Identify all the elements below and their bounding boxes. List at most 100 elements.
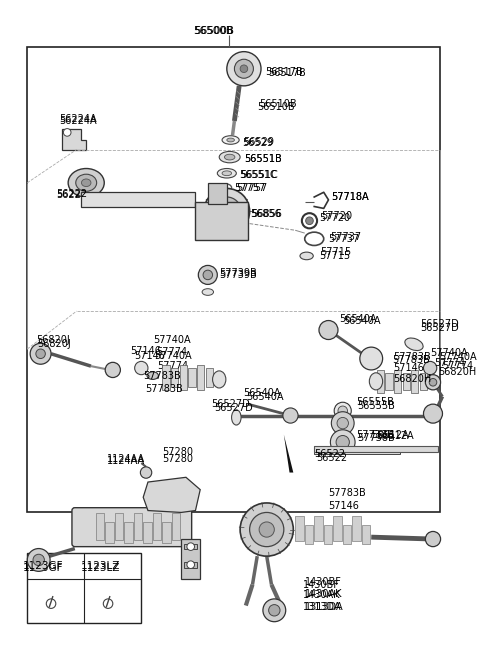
Text: 57715: 57715	[319, 251, 350, 261]
Text: 57774: 57774	[156, 347, 188, 357]
Bar	[295, 516, 304, 541]
Circle shape	[334, 403, 351, 419]
Text: 1430AK: 1430AK	[303, 590, 340, 600]
Text: 57737: 57737	[328, 234, 360, 244]
Text: 1313DA: 1313DA	[303, 602, 341, 613]
Ellipse shape	[222, 171, 231, 176]
Text: 56527D: 56527D	[420, 319, 459, 329]
Bar	[188, 368, 196, 387]
Circle shape	[330, 430, 355, 455]
Text: 57783B: 57783B	[328, 488, 366, 498]
Circle shape	[187, 561, 194, 568]
Bar	[153, 514, 161, 540]
Bar	[105, 522, 114, 543]
Bar	[314, 516, 323, 541]
Bar	[208, 182, 227, 204]
Circle shape	[425, 375, 441, 390]
Text: 57757: 57757	[234, 184, 265, 194]
FancyBboxPatch shape	[72, 508, 192, 547]
Text: 56551B: 56551B	[244, 154, 282, 164]
Bar	[197, 365, 204, 390]
Text: 57146: 57146	[130, 346, 161, 356]
Text: 57774: 57774	[434, 358, 465, 368]
Text: 57739B: 57739B	[219, 270, 257, 280]
Circle shape	[269, 605, 280, 616]
Ellipse shape	[405, 338, 423, 350]
Text: 56540A: 56540A	[339, 313, 376, 324]
Polygon shape	[284, 434, 293, 473]
Text: 56540A: 56540A	[343, 315, 380, 325]
Circle shape	[213, 197, 241, 225]
Text: 56522: 56522	[316, 453, 347, 463]
Circle shape	[337, 418, 348, 429]
Text: 1123GF: 1123GF	[23, 563, 64, 572]
Text: 57783B: 57783B	[143, 371, 181, 381]
Text: 56856: 56856	[251, 209, 281, 219]
Text: 1123LZ: 1123LZ	[81, 563, 120, 572]
Bar	[420, 373, 427, 390]
Circle shape	[240, 65, 248, 73]
Text: 56510B: 56510B	[257, 102, 295, 112]
Text: 56522: 56522	[314, 449, 345, 459]
Text: 57720: 57720	[319, 213, 350, 223]
Circle shape	[259, 522, 275, 537]
Ellipse shape	[82, 179, 91, 186]
Ellipse shape	[76, 175, 96, 191]
Text: 1313DA: 1313DA	[305, 602, 343, 613]
Text: 56820J: 56820J	[36, 334, 70, 344]
Ellipse shape	[227, 138, 234, 142]
Bar	[184, 562, 197, 568]
Bar	[403, 373, 410, 390]
Circle shape	[234, 59, 253, 78]
Text: 57718A: 57718A	[331, 192, 369, 202]
Text: 57146: 57146	[134, 351, 165, 361]
Text: 56224A: 56224A	[60, 114, 97, 124]
Text: 56222: 56222	[56, 190, 87, 200]
Ellipse shape	[300, 252, 313, 260]
Bar	[343, 525, 351, 544]
Circle shape	[360, 347, 383, 370]
Bar	[206, 368, 213, 387]
Circle shape	[423, 404, 443, 423]
Circle shape	[331, 412, 354, 434]
Text: 56551B: 56551B	[244, 154, 282, 164]
Text: 56517B: 56517B	[265, 67, 302, 77]
Bar	[143, 522, 152, 543]
Text: 57738B: 57738B	[356, 430, 394, 440]
Text: 56551C: 56551C	[240, 170, 278, 180]
Text: 56529: 56529	[243, 137, 274, 147]
Text: 56224A: 56224A	[60, 116, 97, 126]
Ellipse shape	[222, 136, 239, 144]
Text: 56527D: 56527D	[212, 399, 251, 409]
Polygon shape	[62, 129, 86, 149]
Text: 1430AK: 1430AK	[305, 589, 342, 599]
Text: 56222: 56222	[56, 189, 87, 199]
Circle shape	[105, 362, 120, 377]
Circle shape	[198, 266, 217, 284]
Text: 57146: 57146	[328, 501, 360, 511]
Text: 57740A: 57740A	[440, 352, 477, 362]
Ellipse shape	[217, 169, 236, 178]
Text: 56527D: 56527D	[420, 323, 459, 333]
Bar	[27, 553, 141, 623]
Text: 56820H: 56820H	[438, 367, 476, 377]
Text: 57720: 57720	[321, 211, 352, 221]
Text: 57740A: 57740A	[155, 351, 192, 361]
Bar	[184, 544, 197, 549]
Circle shape	[187, 543, 194, 551]
Text: 56555B: 56555B	[357, 401, 395, 411]
Circle shape	[319, 321, 338, 340]
Circle shape	[283, 408, 298, 423]
Bar	[352, 516, 361, 541]
Bar	[314, 446, 400, 453]
Circle shape	[250, 512, 284, 547]
Bar	[314, 446, 438, 451]
Circle shape	[33, 554, 44, 566]
Text: 1430BF: 1430BF	[305, 577, 342, 587]
Text: 56527D: 56527D	[215, 403, 253, 413]
Text: 56510B: 56510B	[259, 99, 297, 109]
Bar	[180, 365, 187, 390]
Bar	[162, 522, 171, 543]
Bar	[124, 522, 133, 543]
Circle shape	[429, 379, 437, 386]
